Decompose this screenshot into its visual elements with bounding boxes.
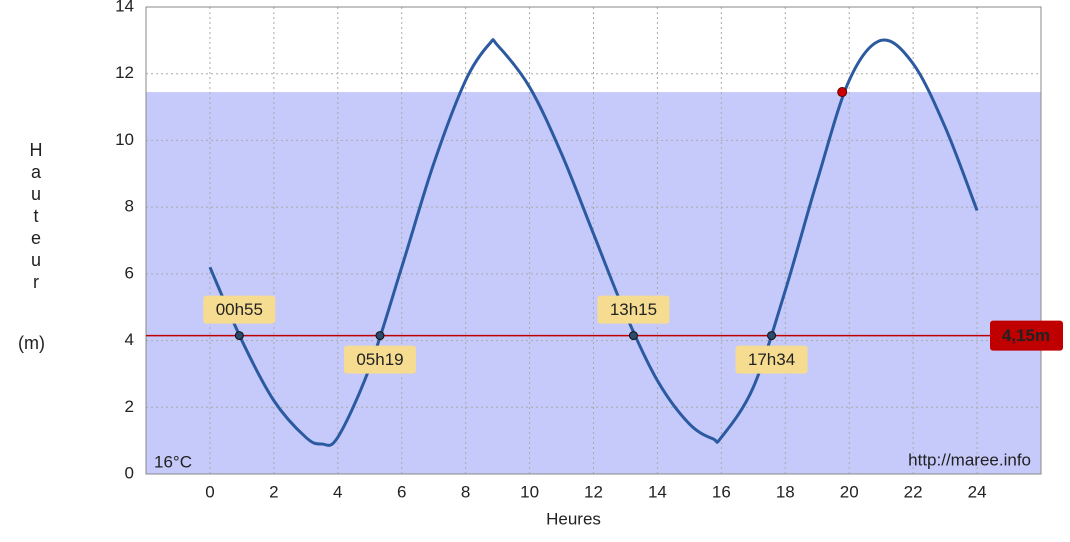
- x-tick-label: 6: [397, 482, 406, 501]
- x-tick-label: 2: [269, 482, 278, 501]
- y-tick-label: 6: [125, 263, 134, 282]
- y-axis-label: Hauteur: [26, 140, 46, 294]
- x-tick-label: 22: [904, 482, 923, 501]
- crossing-point: [628, 331, 638, 341]
- crossing-label: 00h55: [216, 300, 263, 319]
- crossing-label-box: [735, 345, 808, 374]
- x-tick-label: 10: [520, 482, 539, 501]
- x-tick-label: 12: [584, 482, 603, 501]
- crossing-label-box: [597, 295, 670, 324]
- temperature: 16°C: [154, 452, 192, 471]
- watermark: http://maree.info: [908, 450, 1031, 469]
- x-tick-label: 8: [461, 482, 470, 501]
- x-tick-label: 4: [333, 482, 342, 501]
- y-tick-label: 10: [115, 130, 134, 149]
- reference-label: 4,15m: [1002, 326, 1050, 345]
- current-point: [837, 87, 848, 98]
- x-tick-label: 14: [648, 482, 667, 501]
- crossing-label-box: [343, 345, 416, 374]
- reference-label-box: [990, 320, 1063, 351]
- crossing-label: 05h19: [356, 350, 403, 369]
- y-tick-label: 2: [125, 397, 134, 416]
- x-axis-label: Heures: [546, 509, 601, 528]
- crossing-point: [375, 331, 385, 341]
- x-tick-label: 0: [205, 482, 214, 501]
- plot-border: [145, 6, 1042, 475]
- y-tick-label: 14: [115, 0, 134, 15]
- crossing-label-box: [203, 295, 276, 324]
- x-tick-label: 16: [712, 482, 731, 501]
- crossing-point: [234, 331, 244, 341]
- x-tick-label: 20: [840, 482, 859, 501]
- crossing-point: [767, 331, 777, 341]
- y-tick-label: 8: [125, 197, 134, 216]
- crossing-label: 13h15: [610, 300, 657, 319]
- y-tick-label: 0: [125, 463, 134, 482]
- y-axis-unit: (m): [18, 333, 45, 353]
- x-tick-label: 18: [776, 482, 795, 501]
- y-tick-label: 12: [115, 63, 134, 82]
- y-tick-label: 4: [125, 330, 134, 349]
- crossing-label: 17h34: [748, 350, 795, 369]
- tide-curve: [208, 38, 979, 447]
- x-tick-label: 24: [968, 482, 987, 501]
